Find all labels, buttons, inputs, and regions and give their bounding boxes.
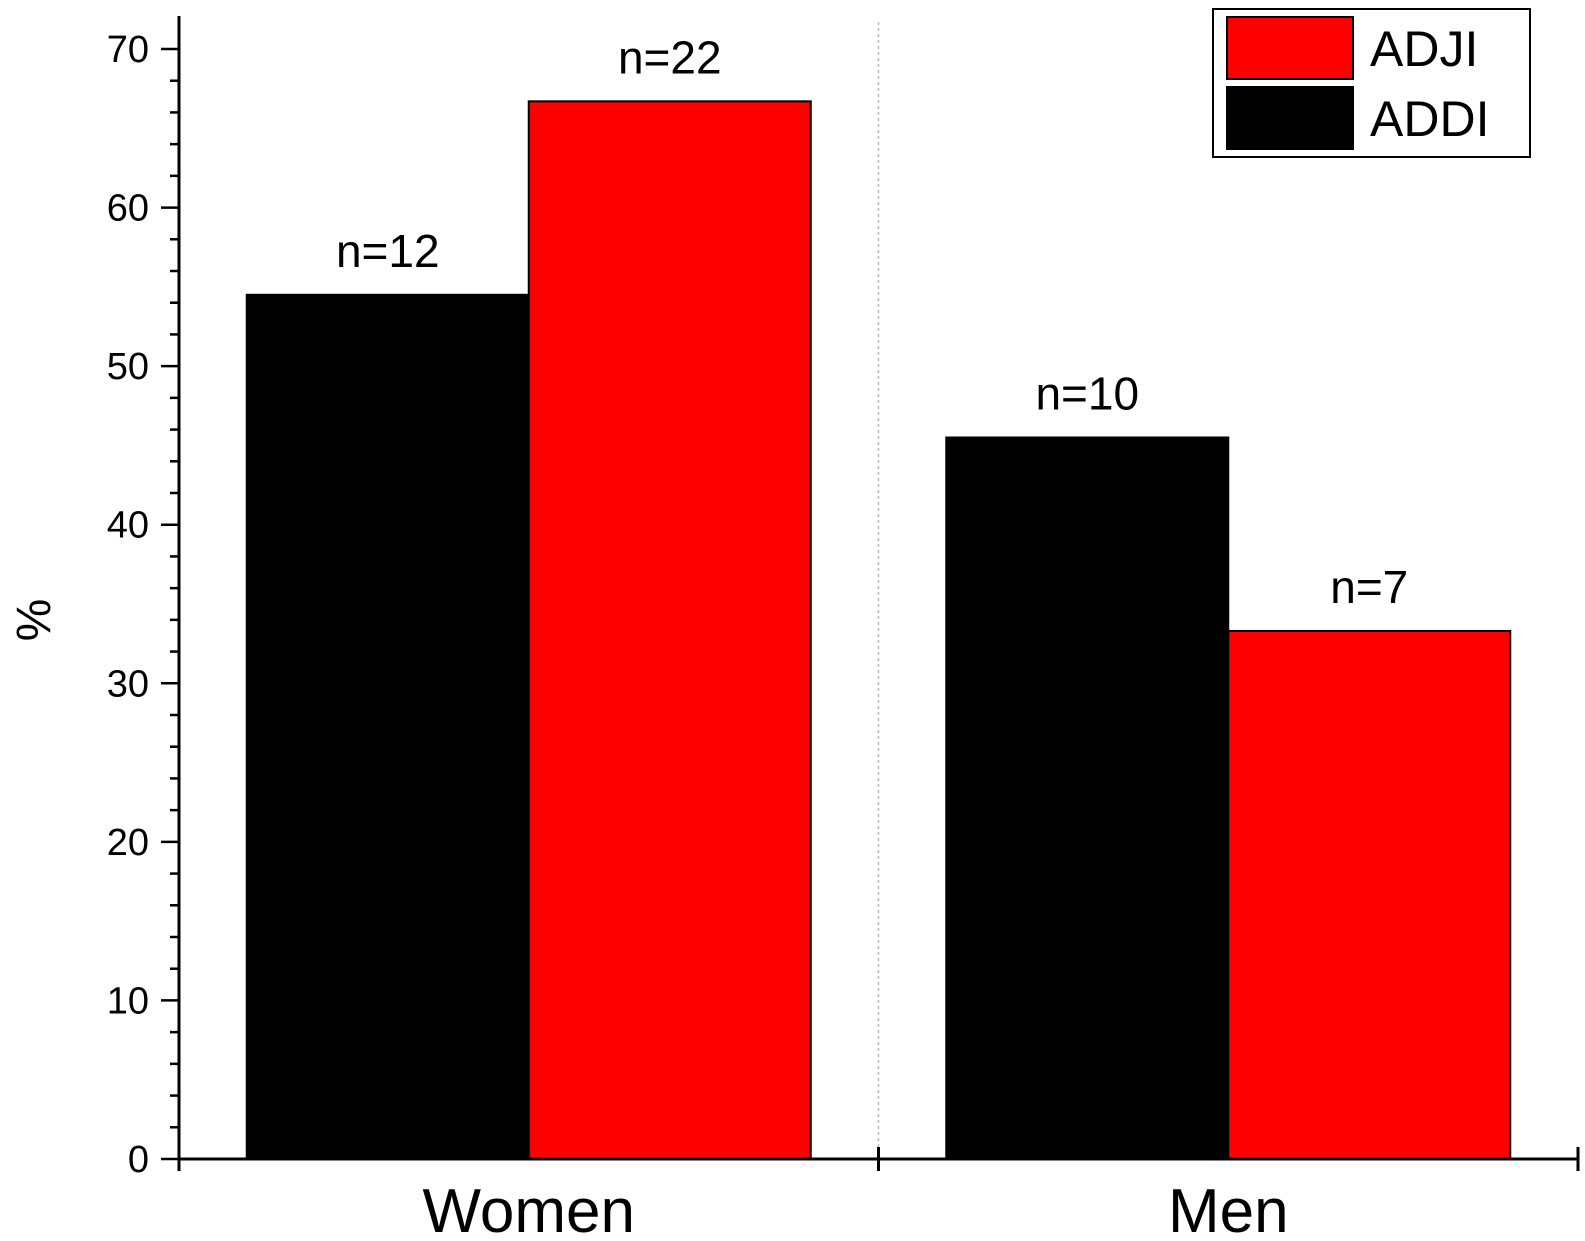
bar-addi-men	[945, 436, 1230, 1160]
legend-items: ADJI ADDI	[1226, 16, 1489, 150]
y-tick-label: 50	[107, 346, 149, 388]
y-tick-label: 30	[107, 663, 149, 705]
bar-adji-men	[1227, 629, 1512, 1160]
y-tick-label: 10	[107, 980, 149, 1022]
y-tick-label: 20	[107, 822, 149, 864]
legend-label-adji: ADJI	[1370, 21, 1478, 77]
x-tick-label-men: Men	[1168, 1177, 1289, 1241]
y-axis-title: %	[8, 599, 61, 642]
y-tick-label: 40	[107, 505, 149, 547]
y-tick-label: 60	[107, 188, 149, 230]
bar-addi-women	[245, 293, 530, 1160]
legend-swatch-adji	[1226, 16, 1354, 80]
legend: ADJI ADDI	[1212, 8, 1531, 158]
x-tick-label-women: Women	[423, 1177, 636, 1241]
bars-layer	[245, 100, 1512, 1160]
legend-label-addi: ADDI	[1370, 91, 1489, 147]
y-tick-label: 0	[128, 1139, 149, 1181]
legend-swatch-addi	[1226, 86, 1354, 150]
labels-layer: n=12 n=22 Women n=10 n=7 Men 0 10 20 30 40 50 60 70	[107, 29, 1409, 1241]
axes-layer	[161, 16, 1580, 1171]
y-tick-label: 70	[107, 29, 149, 71]
bar-label-adji-women: n=22	[618, 31, 722, 83]
bar-adji-women	[527, 100, 812, 1160]
bar-label-adji-men: n=7	[1330, 561, 1408, 613]
bar-label-addi-women: n=12	[336, 225, 440, 277]
bar-label-addi-men: n=10	[1035, 368, 1139, 420]
